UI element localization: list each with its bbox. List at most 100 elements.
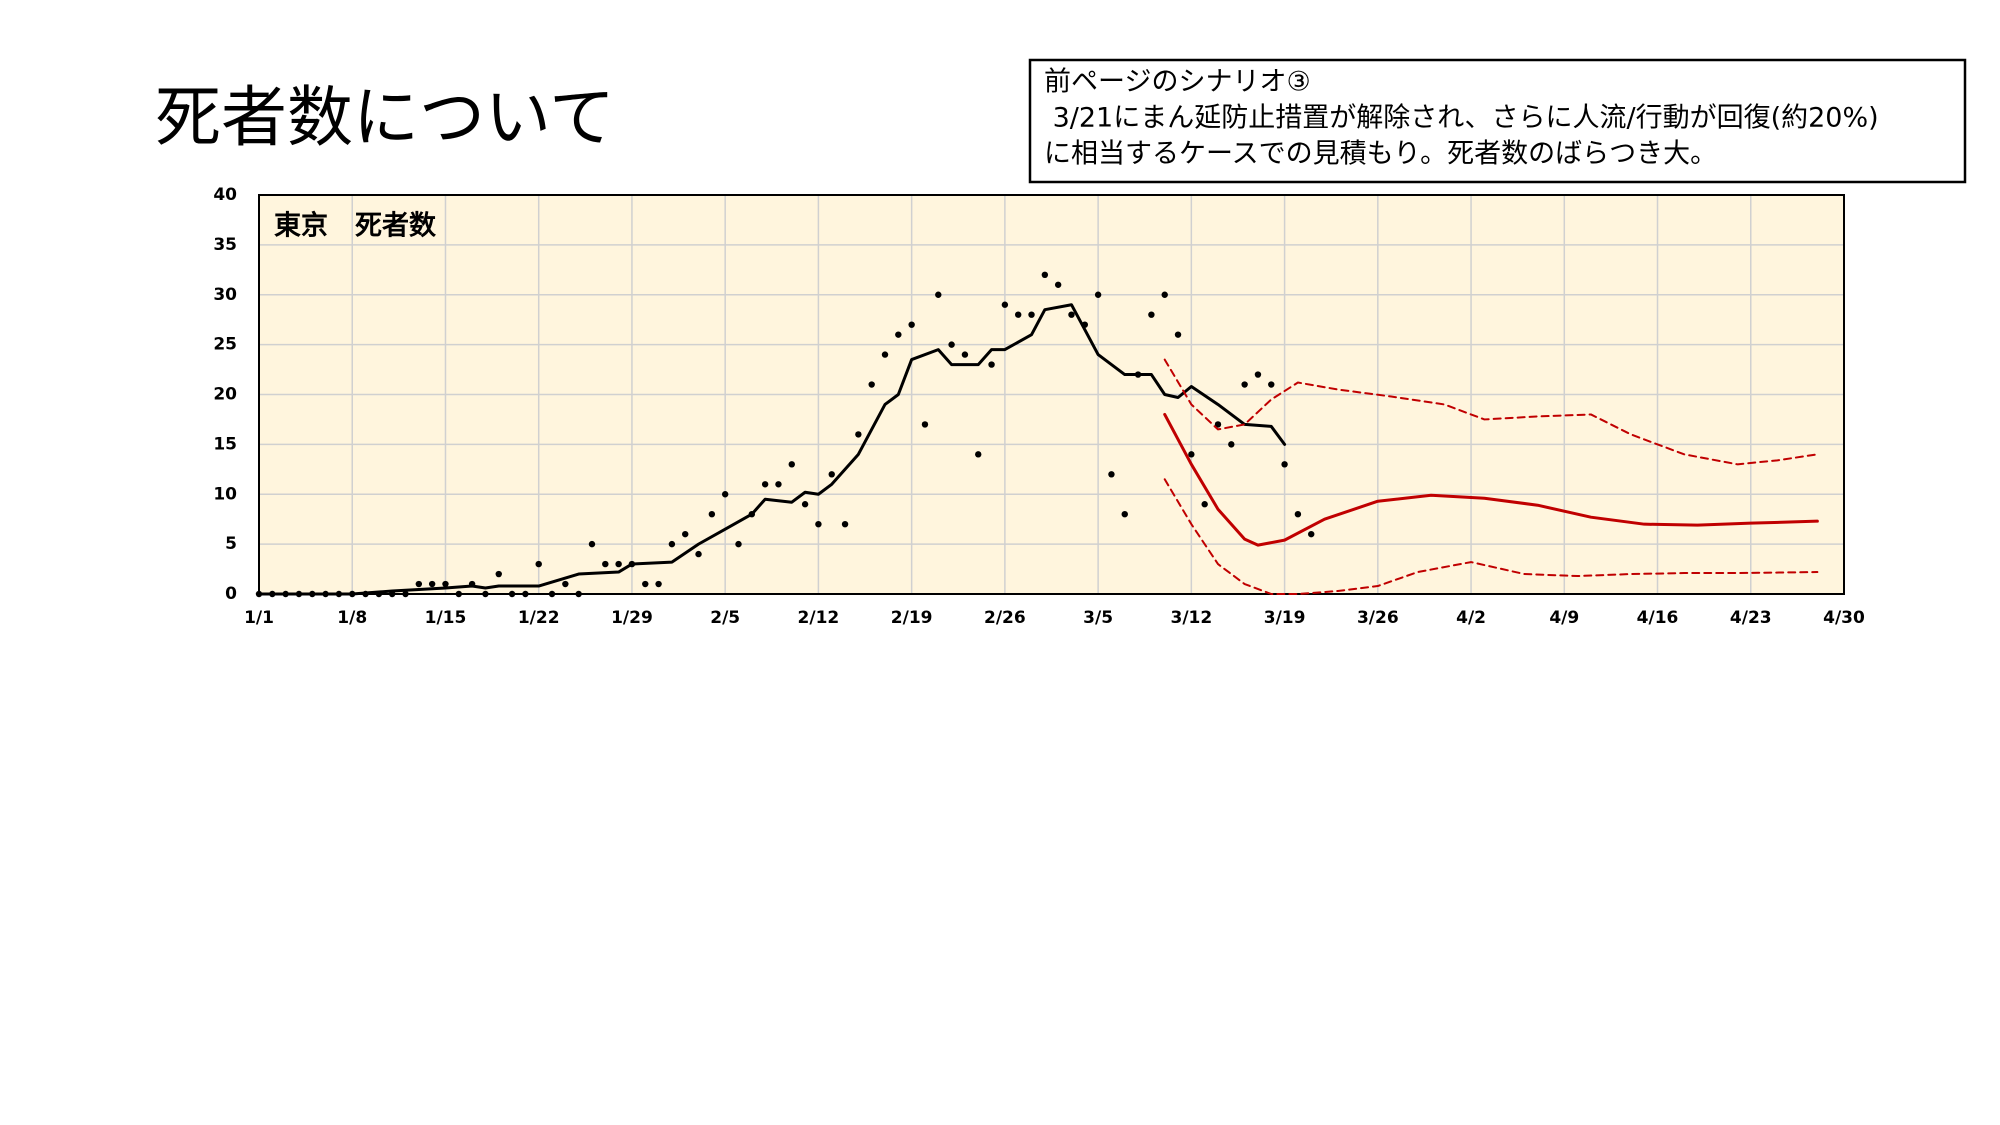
data-point — [1001, 301, 1009, 308]
data-point — [1108, 471, 1115, 478]
data-point — [682, 530, 689, 538]
data-point — [868, 381, 875, 388]
data-point — [921, 421, 929, 428]
data-point — [402, 590, 409, 598]
trend-line — [257, 303, 1287, 596]
data-point — [575, 590, 582, 598]
data-point — [908, 321, 915, 328]
y-tick-label: 15 — [213, 434, 237, 454]
chart: 0 5 10 15 20 25 30 35 40 1/1 1/8 1/15 1/22 1/29 2/5 2/1… — [213, 185, 1865, 628]
data-point — [1268, 381, 1275, 388]
data-point — [1281, 461, 1288, 468]
data-point — [1161, 291, 1168, 298]
x-tick-label: 1/15 — [425, 608, 467, 628]
data-point — [1121, 511, 1128, 518]
data-point — [1148, 311, 1155, 318]
data-point — [1214, 421, 1222, 428]
data-point — [602, 560, 609, 568]
data-point — [1068, 311, 1075, 318]
data-point — [1174, 331, 1182, 338]
x-tick-label: 1/22 — [518, 608, 560, 628]
x-tick-label: 1/1 — [244, 608, 274, 628]
x-tick-label: 4/2 — [1456, 608, 1486, 628]
data-point — [1294, 511, 1302, 518]
data-point — [775, 481, 782, 488]
x-tick-label: 2/26 — [984, 608, 1026, 628]
data-point — [522, 590, 529, 598]
plot-border — [258, 194, 1845, 595]
data-point — [1015, 311, 1022, 318]
x-tick-label: 4/23 — [1730, 608, 1772, 628]
data-point — [615, 560, 622, 568]
data-point — [1188, 451, 1195, 458]
data-point — [788, 461, 795, 468]
x-tick-label: 3/26 — [1357, 608, 1399, 628]
data-point — [588, 540, 596, 548]
data-point — [548, 590, 556, 598]
chart-title: 東京 死者数 — [274, 210, 437, 242]
data-point — [1201, 501, 1208, 508]
data-point — [535, 560, 542, 568]
data-point — [961, 351, 969, 358]
x-tick-label: 3/19 — [1264, 608, 1306, 628]
x-tick-label: 2/5 — [710, 608, 740, 628]
x-tick-label: 1/8 — [337, 608, 367, 628]
data-point — [801, 501, 809, 508]
y-tick-label: 5 — [225, 534, 237, 554]
data-point — [455, 590, 462, 598]
x-tick-label: 2/12 — [798, 608, 840, 628]
data-point — [1094, 291, 1102, 298]
y-tick-label: 35 — [213, 235, 237, 255]
note-box — [1028, 58, 1967, 184]
data-point — [881, 351, 889, 358]
band-line — [1163, 478, 1819, 595]
y-tick-label: 0 — [225, 584, 237, 604]
data-point — [988, 361, 995, 368]
note-line: 3/21にまん延防止措置が解除され、さらに人流/行動が回復(約20%) — [1044, 103, 1879, 134]
data-point — [761, 481, 769, 488]
y-tick-label: 40 — [213, 185, 237, 205]
data-point — [828, 471, 835, 478]
data-point — [841, 520, 849, 528]
data-point — [948, 341, 955, 348]
trend-line — [1163, 412, 1819, 547]
data-point — [495, 570, 502, 578]
data-point — [508, 590, 516, 598]
data-point — [1028, 311, 1035, 318]
slide-title: 死者数について — [155, 79, 615, 156]
data-point — [815, 520, 822, 528]
data-point — [1241, 381, 1248, 388]
data-point — [442, 580, 449, 588]
x-tick-label: 4/9 — [1549, 608, 1579, 628]
data-point — [735, 540, 742, 548]
data-point — [1308, 530, 1315, 538]
y-tick-label: 30 — [213, 285, 237, 305]
y-tick-label: 25 — [213, 335, 237, 355]
x-tick-label: 4/30 — [1823, 608, 1865, 628]
data-point — [1054, 281, 1062, 288]
x-tick-label: 3/12 — [1171, 608, 1213, 628]
x-tick-label: 2/19 — [891, 608, 933, 628]
note-line: 前ページのシナリオ③ — [1044, 67, 1311, 98]
data-point — [1228, 441, 1235, 448]
data-point — [1254, 371, 1262, 378]
x-tick-label: 3/5 — [1083, 608, 1113, 628]
data-point — [642, 580, 649, 588]
data-point — [668, 540, 676, 548]
y-tick-label: 20 — [213, 385, 237, 405]
band-line — [1163, 358, 1819, 466]
data-point — [562, 580, 569, 588]
data-point — [721, 491, 729, 498]
data-point — [855, 431, 862, 438]
x-tick-label: 4/16 — [1637, 608, 1679, 628]
data-point — [935, 291, 942, 298]
data-point — [655, 580, 662, 588]
data-point — [708, 511, 716, 518]
data-point — [895, 331, 902, 338]
data-point — [482, 590, 489, 598]
data-point — [1041, 271, 1049, 278]
data-point — [975, 451, 982, 458]
data-point — [428, 580, 436, 588]
